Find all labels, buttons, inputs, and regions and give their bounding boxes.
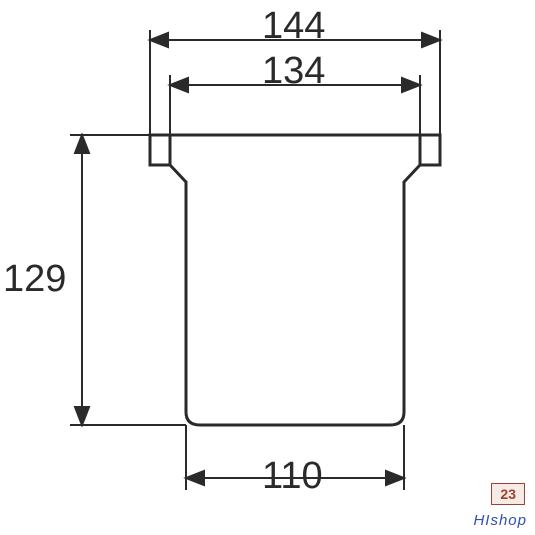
dimension-bottom: 110 <box>262 455 323 498</box>
technical-drawing: 144 134 129 110 <box>0 0 535 535</box>
dimension-height: 129 <box>3 258 66 301</box>
watermark: HIshop <box>473 512 527 529</box>
dimension-top-inner: 134 <box>262 50 325 93</box>
part-outline <box>150 135 440 425</box>
badge-text: 23 <box>500 486 516 502</box>
dimension-top-outer: 144 <box>262 5 325 48</box>
item-badge: 23 <box>491 483 525 505</box>
